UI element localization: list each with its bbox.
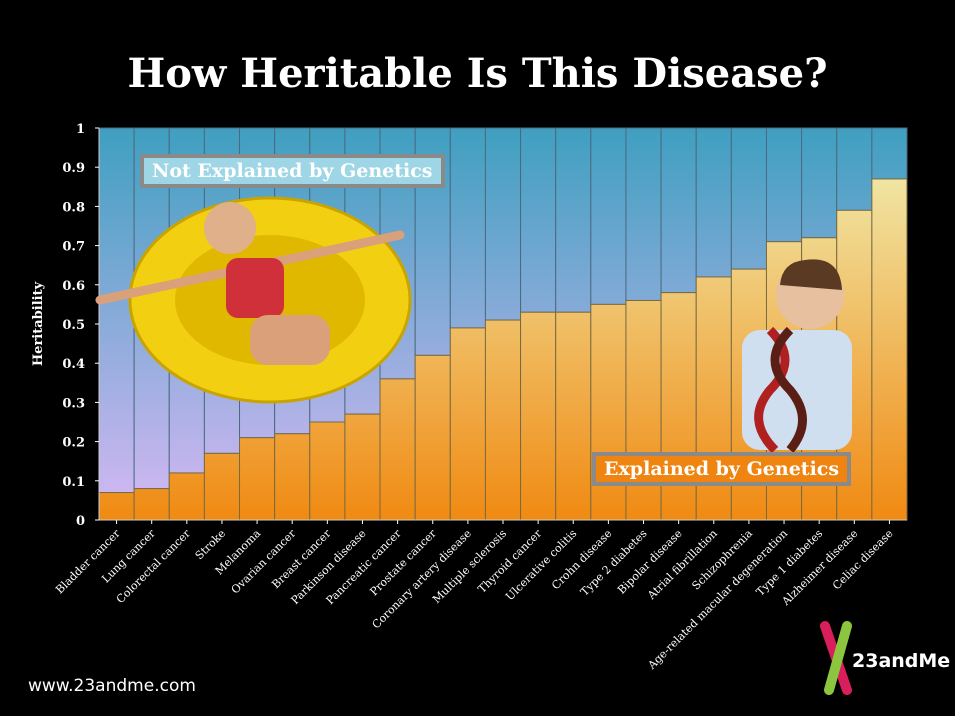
y-tick-label: 0.2 (62, 436, 85, 451)
bar-explained (98, 492, 135, 521)
y-axis-label: Heritability (31, 281, 46, 366)
bar-not-explained (98, 127, 135, 494)
bar-not-explained (555, 127, 592, 313)
y-tick-label: 0.9 (62, 161, 85, 176)
bar-not-explained (520, 127, 557, 313)
bar-not-explained (484, 127, 522, 321)
logo-text: 23andMe (852, 650, 951, 672)
bar-explained (274, 433, 311, 521)
bar-explained (449, 327, 486, 521)
bar-not-explained (801, 127, 838, 239)
bar-explained (309, 421, 346, 521)
bar-explained (344, 413, 381, 521)
bar-explained (590, 303, 627, 521)
bar-not-explained (730, 127, 767, 270)
boy-with-dna-image (742, 259, 852, 454)
x-tick-label: Crohn disease (549, 527, 614, 592)
website-url[interactable]: www.23andme.com (28, 676, 196, 696)
y-tick-label: 0.6 (62, 279, 85, 294)
bar-explained (133, 488, 170, 521)
bar-explained (379, 378, 416, 521)
bar-explained (239, 437, 276, 521)
23andme-logo-icon (820, 621, 852, 695)
y-tick-label: 0.3 (62, 396, 85, 411)
bar-not-explained (625, 127, 662, 301)
bar-explained (168, 472, 205, 521)
chart-title: How Heritable Is This Disease? (127, 50, 828, 97)
y-tick-label: 0.8 (62, 200, 85, 215)
y-tick-label: 0.7 (62, 240, 85, 255)
y-tick-label: 0.4 (62, 357, 85, 372)
bar-explained (625, 299, 662, 521)
bar-not-explained (449, 127, 486, 329)
bar-not-explained (590, 127, 627, 305)
bar-explained (520, 311, 557, 521)
bar-not-explained (695, 127, 732, 278)
not-explained-label: Not Explained by Genetics (140, 154, 445, 188)
bar-not-explained (836, 127, 873, 211)
y-tick-label: 1 (76, 122, 85, 137)
y-tick-label: 0.1 (62, 475, 85, 490)
girl-in-float-image (95, 196, 412, 404)
bar-not-explained (765, 127, 803, 243)
y-tick-label: 0.5 (62, 318, 85, 333)
x-tick-label: Thyroid cancer (475, 526, 544, 595)
x-tick-label: Bipolar disease (615, 527, 685, 597)
bar-explained (203, 452, 241, 521)
x-tick-label: Schizophrenia (689, 527, 755, 593)
bar-explained (871, 178, 908, 521)
bar-explained (484, 319, 522, 521)
explained-label: Explained by Genetics (592, 452, 852, 486)
bar-explained (414, 354, 451, 521)
bar-not-explained (871, 127, 908, 180)
x-tick-label: Celiac disease (830, 527, 895, 592)
bar-explained (555, 311, 592, 521)
x-tick-label: Ovarian cancer (229, 526, 299, 596)
x-tick-label: Bladder cancer (53, 526, 123, 596)
y-tick-label: 0 (76, 514, 85, 529)
bar-not-explained (660, 127, 697, 294)
